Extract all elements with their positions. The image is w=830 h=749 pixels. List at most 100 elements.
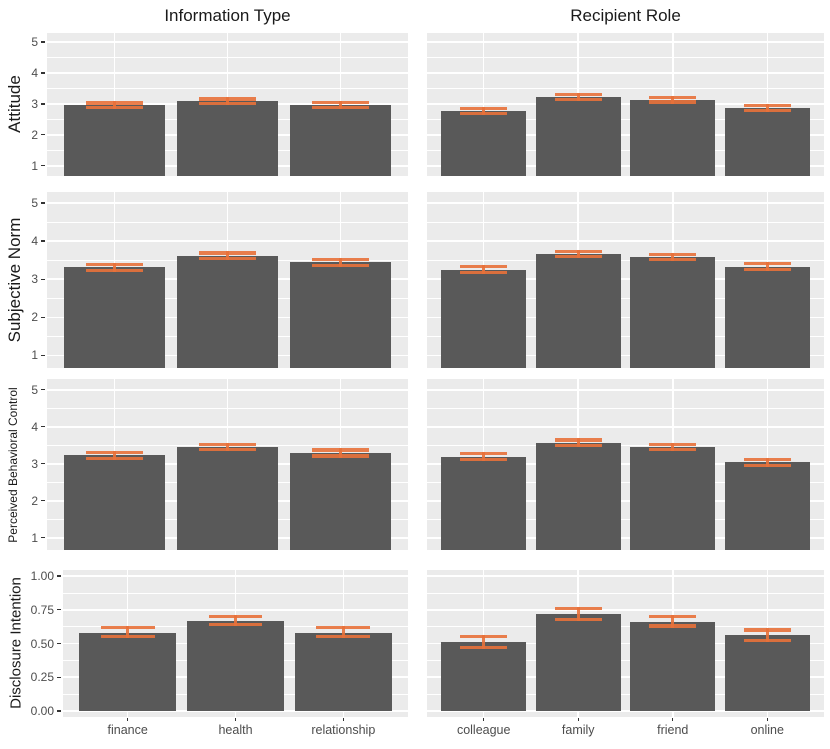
bar-family xyxy=(535,613,621,711)
y-tick-mark xyxy=(41,463,45,465)
y-tick-mark xyxy=(57,575,61,577)
error-bar-cap-top xyxy=(743,103,791,108)
y-tick-label: 3 xyxy=(31,456,38,471)
gridline-minor xyxy=(427,57,824,58)
error-bar-stem xyxy=(576,93,580,101)
y-tick-label: 2 xyxy=(31,127,38,142)
gridline-major xyxy=(427,575,824,577)
error-bar-cap-bottom xyxy=(460,645,508,650)
y-tick-mark xyxy=(41,316,45,318)
gridline-minor xyxy=(427,297,824,299)
error-bar-stem xyxy=(342,625,345,639)
gridline-vertical xyxy=(482,33,485,176)
bar-finance xyxy=(79,632,177,711)
bar-online xyxy=(724,107,810,176)
error-bar-cap-top xyxy=(312,257,369,262)
error-bar-cap-bottom xyxy=(199,256,256,260)
x-tick-mark xyxy=(127,718,129,721)
error-bar-stem xyxy=(126,625,129,639)
x-tick-mark xyxy=(342,718,344,721)
x-tick-mark xyxy=(234,718,237,721)
x-tick-label-colleague: colleague xyxy=(456,723,511,737)
y-tick-label: 4 xyxy=(31,419,38,434)
error-bar-cap-top xyxy=(554,606,602,611)
error-bar-cap-bottom xyxy=(743,108,791,112)
bar-colleague xyxy=(441,456,527,550)
y-tick-label: 0.00 xyxy=(30,703,54,718)
y-tick-mark xyxy=(57,710,61,712)
error-bar-cap-bottom xyxy=(554,97,602,101)
bar-colleague xyxy=(441,642,527,711)
error-bar-stem xyxy=(482,452,485,462)
y-tick-mark xyxy=(41,165,45,167)
error-bar-cap-bottom xyxy=(100,635,155,639)
error-bar-cap-top xyxy=(208,614,263,619)
gridline-minor xyxy=(427,335,824,337)
x-tick-mark xyxy=(766,718,768,721)
error-bar-stem xyxy=(671,252,675,262)
bar-health xyxy=(186,620,285,711)
bar-relationship xyxy=(294,632,392,711)
gridline-major xyxy=(427,202,824,204)
y-tick-label: 2 xyxy=(31,493,38,508)
error-bar-cap-top xyxy=(649,614,697,619)
bar-friend xyxy=(630,257,716,368)
error-bar-stem xyxy=(482,107,485,116)
error-bar-cap-top xyxy=(312,101,369,105)
gridline-major xyxy=(427,499,824,502)
error-bar-cap-top xyxy=(100,625,155,629)
error-bar-cap-bottom xyxy=(460,112,508,116)
bar-family xyxy=(535,97,621,176)
gridline-major xyxy=(427,462,824,465)
error-bar-cap-bottom xyxy=(743,268,791,272)
y-tick-label: 3 xyxy=(31,96,38,111)
error-bar-cap-top xyxy=(554,249,602,254)
gridline-major xyxy=(427,134,824,136)
gridline-minor xyxy=(427,221,824,223)
error-bar-stem xyxy=(671,96,675,104)
bar-finance xyxy=(63,267,166,368)
gridline-major xyxy=(427,608,824,611)
error-bar-cap-bottom xyxy=(554,443,602,447)
y-tick-label: 5 xyxy=(31,34,38,49)
error-bar-cap-top xyxy=(199,442,256,447)
bar-friend xyxy=(630,446,716,550)
gridline-minor xyxy=(427,592,824,594)
error-bar-stem xyxy=(226,251,229,260)
bar-health xyxy=(176,447,279,550)
error-bar-cap-top xyxy=(460,107,508,111)
error-bar-cap-top xyxy=(86,101,143,105)
gridline-major xyxy=(427,676,824,678)
gridline-minor xyxy=(427,444,824,446)
gridline-minor xyxy=(427,118,824,120)
gridline-major xyxy=(427,536,824,539)
y-tick-mark xyxy=(41,537,45,539)
y-tick-label: 1 xyxy=(31,530,38,545)
y-tick-mark xyxy=(41,240,45,242)
bar-health xyxy=(176,101,279,176)
error-bar-cap-bottom xyxy=(649,447,697,451)
error-bar-stem xyxy=(339,257,342,267)
error-bar-stem xyxy=(765,103,769,112)
y-tick-mark xyxy=(41,354,45,357)
x-tick-mark xyxy=(483,718,485,721)
error-bar-cap-top xyxy=(649,252,697,257)
error-bar-cap-top xyxy=(86,450,143,454)
error-bar-cap-bottom xyxy=(316,635,371,639)
error-bar-cap-top xyxy=(743,262,791,266)
error-bar-stem xyxy=(671,442,675,451)
error-bar-cap-bottom xyxy=(199,101,256,105)
error-bar-stem xyxy=(765,457,769,467)
gridline-major xyxy=(427,164,824,167)
y-tick-mark xyxy=(57,676,61,678)
y-tick-label: 4 xyxy=(31,65,38,80)
bar-online xyxy=(724,266,810,368)
bar-colleague xyxy=(441,269,527,368)
error-bar-cap-bottom xyxy=(554,255,602,259)
error-bar-stem xyxy=(226,97,229,105)
y-tick-label: 4 xyxy=(31,234,38,249)
bar-finance xyxy=(63,105,166,176)
y-tick-label: 0.25 xyxy=(30,670,54,685)
error-bar-stem xyxy=(234,614,237,627)
bar-online xyxy=(724,635,810,711)
